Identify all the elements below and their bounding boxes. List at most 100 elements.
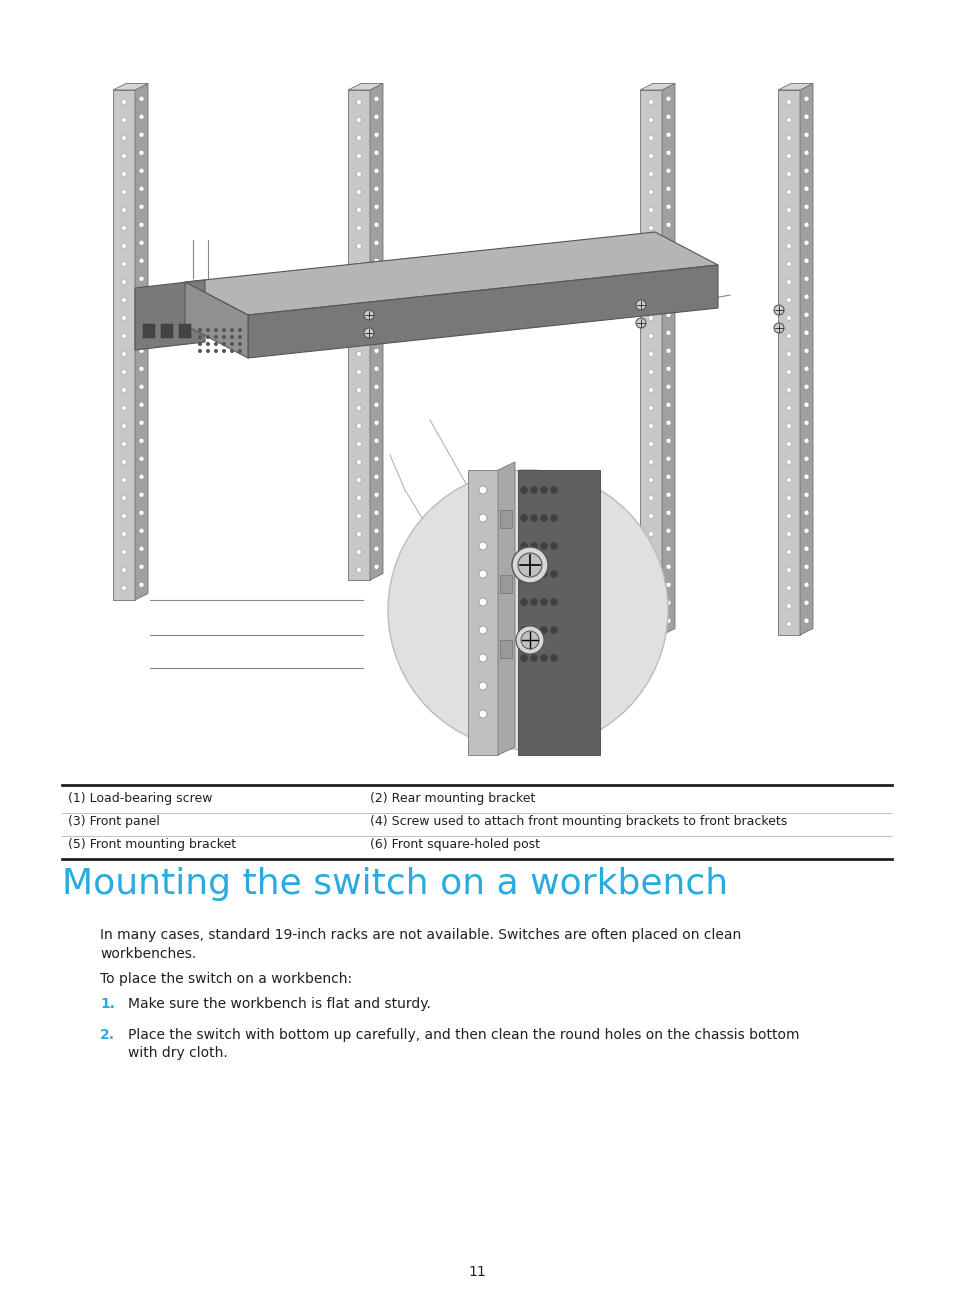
Polygon shape	[248, 264, 718, 358]
Circle shape	[374, 474, 378, 480]
Circle shape	[785, 622, 791, 626]
Circle shape	[648, 315, 653, 320]
Circle shape	[374, 420, 378, 425]
FancyBboxPatch shape	[499, 640, 512, 658]
Circle shape	[519, 570, 527, 578]
Circle shape	[374, 492, 378, 498]
Circle shape	[785, 586, 791, 591]
Circle shape	[665, 349, 670, 354]
Circle shape	[139, 582, 144, 587]
Circle shape	[374, 240, 378, 245]
Text: Make sure the workbench is flat and sturdy.: Make sure the workbench is flat and stur…	[128, 997, 431, 1011]
Circle shape	[785, 189, 791, 194]
Text: 1.: 1.	[100, 997, 115, 1011]
Circle shape	[121, 442, 127, 447]
Circle shape	[785, 207, 791, 213]
Circle shape	[803, 456, 808, 461]
Circle shape	[665, 511, 670, 516]
Circle shape	[356, 280, 361, 285]
Circle shape	[121, 280, 127, 285]
Circle shape	[803, 546, 808, 551]
Circle shape	[374, 205, 378, 209]
Circle shape	[121, 118, 127, 123]
Circle shape	[803, 349, 808, 354]
Circle shape	[648, 351, 653, 356]
Circle shape	[785, 262, 791, 267]
Text: (1) Load-bearing screw: (1) Load-bearing screw	[68, 792, 213, 805]
Text: with dry cloth.: with dry cloth.	[128, 1046, 228, 1060]
Polygon shape	[778, 89, 800, 635]
Circle shape	[803, 222, 808, 227]
Circle shape	[356, 333, 361, 338]
Circle shape	[648, 189, 653, 194]
Circle shape	[785, 153, 791, 158]
Circle shape	[139, 258, 144, 263]
Circle shape	[478, 597, 486, 607]
Circle shape	[230, 349, 233, 353]
Circle shape	[374, 222, 378, 227]
Circle shape	[121, 298, 127, 302]
Circle shape	[785, 477, 791, 482]
Text: (3) Front panel: (3) Front panel	[68, 815, 160, 828]
Text: In many cases, standard 19-inch racks are not available. Switches are often plac: In many cases, standard 19-inch racks ar…	[100, 928, 740, 962]
Circle shape	[121, 388, 127, 393]
Circle shape	[550, 486, 558, 494]
Circle shape	[648, 100, 653, 105]
Circle shape	[356, 388, 361, 393]
Circle shape	[539, 542, 547, 550]
Circle shape	[519, 542, 527, 550]
Circle shape	[665, 222, 670, 227]
Text: Mounting the switch on a workbench: Mounting the switch on a workbench	[62, 867, 727, 901]
Circle shape	[374, 96, 378, 101]
Circle shape	[648, 171, 653, 176]
Circle shape	[665, 330, 670, 336]
Circle shape	[665, 402, 670, 407]
Polygon shape	[370, 83, 382, 581]
Polygon shape	[661, 83, 675, 635]
Circle shape	[803, 187, 808, 192]
Circle shape	[198, 349, 202, 353]
Polygon shape	[348, 83, 382, 89]
Circle shape	[198, 342, 202, 346]
Circle shape	[530, 599, 537, 605]
Circle shape	[121, 153, 127, 158]
FancyBboxPatch shape	[499, 575, 512, 594]
Circle shape	[648, 513, 653, 518]
Circle shape	[356, 568, 361, 573]
Circle shape	[665, 474, 670, 480]
Circle shape	[139, 564, 144, 569]
Circle shape	[539, 599, 547, 605]
Circle shape	[356, 118, 361, 123]
Circle shape	[803, 367, 808, 371]
Circle shape	[530, 542, 537, 550]
Circle shape	[356, 460, 361, 464]
Circle shape	[374, 294, 378, 299]
Polygon shape	[185, 232, 718, 315]
Circle shape	[206, 334, 210, 340]
Circle shape	[539, 626, 547, 634]
Circle shape	[519, 515, 527, 522]
Circle shape	[785, 513, 791, 518]
Circle shape	[230, 342, 233, 346]
Circle shape	[374, 150, 378, 156]
Circle shape	[121, 460, 127, 464]
Circle shape	[356, 406, 361, 411]
Circle shape	[550, 599, 558, 605]
Circle shape	[206, 349, 210, 353]
Circle shape	[512, 547, 547, 583]
Circle shape	[222, 349, 226, 353]
Text: 2.: 2.	[100, 1028, 115, 1042]
Circle shape	[539, 570, 547, 578]
Circle shape	[519, 654, 527, 662]
Circle shape	[356, 477, 361, 482]
Circle shape	[785, 550, 791, 555]
Circle shape	[665, 187, 670, 192]
Circle shape	[665, 456, 670, 461]
Circle shape	[374, 132, 378, 137]
Circle shape	[648, 153, 653, 158]
Circle shape	[121, 550, 127, 555]
Circle shape	[665, 258, 670, 263]
Text: (4) Screw used to attach front mounting brackets to front brackets: (4) Screw used to attach front mounting …	[370, 815, 786, 828]
Circle shape	[785, 424, 791, 429]
Polygon shape	[778, 83, 812, 89]
